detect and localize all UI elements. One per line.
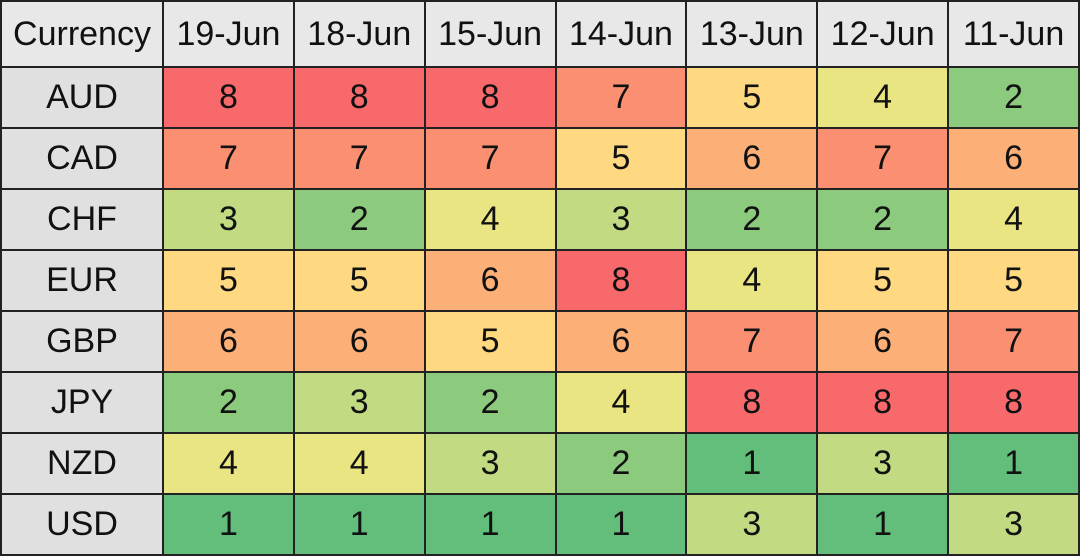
column-header: Currency [0, 0, 164, 68]
rank-cell: 7 [554, 66, 688, 129]
rank-cell: 8 [162, 66, 295, 129]
rank-cell: 7 [162, 127, 295, 190]
date-header: 18-Jun [292, 0, 426, 68]
table-row: CHF 3 2 4 3 2 2 4 [0, 188, 1080, 251]
rank-cell: 4 [162, 432, 295, 495]
rank-cell: 2 [162, 371, 295, 434]
currency-name: CAD [0, 127, 164, 190]
table-row: AUD 8 8 8 7 5 4 2 [0, 66, 1080, 129]
rank-cell: 4 [554, 371, 688, 434]
rank-cell: 6 [162, 310, 295, 373]
rank-cell: 2 [292, 188, 426, 251]
date-header: 11-Jun [947, 0, 1080, 68]
rank-cell: 5 [554, 127, 688, 190]
rank-cell: 5 [947, 249, 1080, 312]
rank-cell: 1 [423, 493, 557, 556]
rank-cell: 7 [947, 310, 1080, 373]
rank-cell: 7 [423, 127, 557, 190]
currency-name: GBP [0, 310, 164, 373]
table-row: JPY 2 3 2 4 8 8 8 [0, 371, 1080, 434]
table-row: EUR 5 5 6 8 4 5 5 [0, 249, 1080, 312]
rank-cell: 3 [554, 188, 688, 251]
rank-cell: 8 [816, 371, 950, 434]
currency-name: EUR [0, 249, 164, 312]
currency-name: NZD [0, 432, 164, 495]
rank-cell: 6 [292, 310, 426, 373]
rank-cell: 8 [423, 66, 557, 129]
rank-cell: 2 [423, 371, 557, 434]
table-row: USD 1 1 1 1 3 1 3 [0, 493, 1080, 556]
rank-cell: 7 [816, 127, 950, 190]
rank-cell: 1 [816, 493, 950, 556]
rank-cell: 3 [423, 432, 557, 495]
rank-cell: 3 [685, 493, 819, 556]
rank-cell: 8 [292, 66, 426, 129]
table-row: CAD 7 7 7 5 6 7 6 [0, 127, 1080, 190]
rank-cell: 2 [554, 432, 688, 495]
rank-cell: 6 [685, 127, 819, 190]
date-header: 15-Jun [423, 0, 557, 68]
rank-cell: 5 [423, 310, 557, 373]
date-header: 12-Jun [816, 0, 950, 68]
rank-cell: 1 [162, 493, 295, 556]
rank-cell: 7 [685, 310, 819, 373]
rank-cell: 3 [162, 188, 295, 251]
currency-name: USD [0, 493, 164, 556]
rank-cell: 8 [554, 249, 688, 312]
rank-cell: 8 [685, 371, 819, 434]
date-header: 13-Jun [685, 0, 819, 68]
rank-cell: 6 [947, 127, 1080, 190]
rank-cell: 3 [292, 371, 426, 434]
rank-cell: 1 [292, 493, 426, 556]
date-header: 19-Jun [162, 0, 295, 68]
rank-cell: 4 [816, 66, 950, 129]
rank-cell: 2 [947, 66, 1080, 129]
currency-name: JPY [0, 371, 164, 434]
rank-cell: 6 [816, 310, 950, 373]
currency-name: CHF [0, 188, 164, 251]
table-row: GBP 6 6 5 6 7 6 7 [0, 310, 1080, 373]
header-row: Currency 19-Jun 18-Jun 15-Jun 14-Jun 13-Jun 12… [0, 0, 1080, 68]
rank-cell: 4 [947, 188, 1080, 251]
rank-cell: 4 [685, 249, 819, 312]
rank-cell: 3 [816, 432, 950, 495]
date-header: 14-Jun [554, 0, 688, 68]
rank-cell: 7 [292, 127, 426, 190]
rank-cell: 6 [423, 249, 557, 312]
rank-cell: 2 [685, 188, 819, 251]
rank-cell: 5 [685, 66, 819, 129]
rank-cell: 1 [685, 432, 819, 495]
rank-cell: 3 [947, 493, 1080, 556]
table-row: NZD 4 4 3 2 1 3 1 [0, 432, 1080, 495]
rank-cell: 5 [816, 249, 950, 312]
currency-name: AUD [0, 66, 164, 129]
rank-cell: 4 [292, 432, 426, 495]
rank-cell: 2 [816, 188, 950, 251]
rank-cell: 4 [423, 188, 557, 251]
rank-cell: 1 [947, 432, 1080, 495]
rank-cell: 5 [292, 249, 426, 312]
rank-cell: 5 [162, 249, 295, 312]
rank-cell: 6 [554, 310, 688, 373]
rank-cell: 1 [554, 493, 688, 556]
rank-cell: 8 [947, 371, 1080, 434]
